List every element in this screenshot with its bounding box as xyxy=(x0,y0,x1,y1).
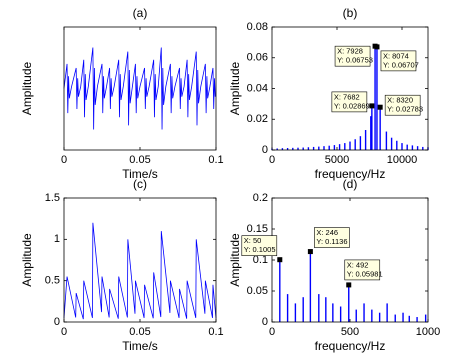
datatip-x: X: 7682 xyxy=(334,92,360,101)
datatip-marker xyxy=(277,257,283,263)
x-tick-label: 5000 xyxy=(325,154,349,166)
datatip-box xyxy=(384,94,421,116)
x-axis-label: Time/s xyxy=(122,339,158,353)
datatip-x: X: 50 xyxy=(244,236,262,245)
x-axis-label: Time/s xyxy=(122,167,158,181)
panel-title: (b) xyxy=(343,6,358,20)
y-axis-label: Amplitude xyxy=(20,62,34,116)
signal-line xyxy=(63,222,217,320)
datatip-marker xyxy=(377,104,383,110)
y-tick-label: 0 xyxy=(262,144,268,156)
datatip-y: Y: 0.1136 xyxy=(316,237,347,246)
x-axis-label: frequency/Hz xyxy=(315,339,386,353)
datatip-x: X: 8320 xyxy=(387,96,413,105)
y-tick-label: 0.2 xyxy=(253,192,268,204)
datatip-x: X: 8074 xyxy=(383,51,409,60)
axes-box xyxy=(271,26,429,151)
datatip-box xyxy=(334,45,371,67)
y-tick-label: 0.1 xyxy=(253,254,268,266)
y-tick-label: 0.02 xyxy=(247,113,268,125)
axes-box xyxy=(63,26,217,151)
y-tick-label: 1 xyxy=(54,233,60,245)
datatip-y: Y: 0.1005 xyxy=(244,245,276,254)
datatip-box xyxy=(380,50,417,72)
y-tick-label: 0.5 xyxy=(45,275,60,287)
x-tick-label: 0 xyxy=(269,326,275,338)
x-tick-label: 0.05 xyxy=(129,154,150,166)
y-axis-label: Amplitude xyxy=(20,233,34,287)
x-tick-label: 0 xyxy=(61,154,67,166)
datatip-y: Y: 0.02783 xyxy=(387,105,423,114)
x-tick-label: 0 xyxy=(269,154,275,166)
panel-title: (c) xyxy=(133,177,147,191)
y-tick-label: 0.05 xyxy=(247,285,268,297)
x-tick-label: 1000 xyxy=(416,326,440,338)
datatip-box xyxy=(344,259,381,281)
datatip-marker xyxy=(307,249,313,255)
y-axis-label: Amplitude xyxy=(228,233,242,287)
datatip-x: X: 246 xyxy=(316,228,338,237)
datatip-y: Y: 0.05981 xyxy=(347,269,383,278)
x-tick-label: 0.1 xyxy=(208,154,223,166)
datatip-y: Y: 0.06753 xyxy=(337,56,373,65)
datatip-x: X: 7928 xyxy=(337,47,363,56)
y-axis-label: Amplitude xyxy=(228,62,242,116)
y-tick-label: 0 xyxy=(262,316,268,328)
datatip-marker xyxy=(374,44,380,50)
y-tick-label: 0 xyxy=(54,316,60,328)
signal-line xyxy=(63,47,216,130)
datatip-y: Y: 0.06707 xyxy=(383,60,419,69)
datatip-box xyxy=(314,227,350,248)
x-axis-label: frequency/Hz xyxy=(315,167,386,181)
x-tick-label: 0.1 xyxy=(208,326,223,338)
datatip-box xyxy=(331,91,368,113)
axes-box xyxy=(271,197,429,323)
x-tick-label: 10000 xyxy=(387,154,418,166)
datatip-x: X: 492 xyxy=(347,260,369,269)
y-tick-label: 0.08 xyxy=(247,21,268,33)
panel-title: (d) xyxy=(343,177,358,191)
y-tick-label: 1.5 xyxy=(45,192,60,204)
y-tick-label: 0.04 xyxy=(247,82,268,94)
x-tick-label: 0.05 xyxy=(129,326,150,338)
datatip-marker xyxy=(346,282,352,288)
y-tick-label: 0.06 xyxy=(247,52,268,64)
x-tick-label: 0 xyxy=(61,326,67,338)
datatip-box xyxy=(241,235,278,256)
datatip-y: Y: 0.02869 xyxy=(334,101,370,110)
axes-box xyxy=(63,197,217,323)
y-tick-label: 0.15 xyxy=(247,223,268,235)
panel-title: (a) xyxy=(133,6,148,20)
x-tick-label: 500 xyxy=(341,326,359,338)
datatip-marker xyxy=(369,103,375,109)
